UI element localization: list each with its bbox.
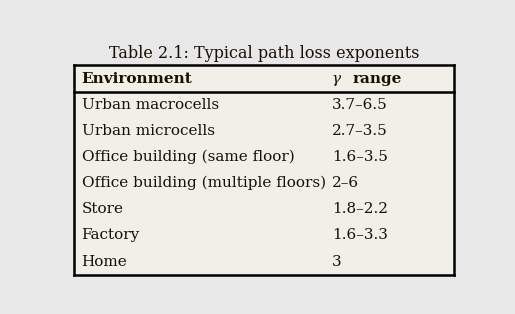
Text: Store: Store [81,202,124,216]
Text: Office building (multiple floors): Office building (multiple floors) [81,176,325,190]
Text: 1.8–2.2: 1.8–2.2 [332,202,388,216]
Text: Table 2.1: Typical path loss exponents: Table 2.1: Typical path loss exponents [109,45,419,62]
Bar [74,66,454,275]
Text: 2–6: 2–6 [332,176,359,190]
Text: Home: Home [81,255,127,268]
Text: 1.6–3.3: 1.6–3.3 [332,228,388,242]
Text: 1.6–3.5: 1.6–3.5 [332,150,388,164]
Text: 3.7–6.5: 3.7–6.5 [332,98,388,112]
Text: 3: 3 [332,255,341,268]
Text: range: range [353,72,402,85]
Text: Factory: Factory [81,228,140,242]
Text: Environment: Environment [81,72,192,85]
Text: Urban macrocells: Urban macrocells [81,98,219,112]
Text: Urban microcells: Urban microcells [81,124,215,138]
Text: Office building (same floor): Office building (same floor) [81,150,294,164]
Text: 2.7–3.5: 2.7–3.5 [332,124,388,138]
Text: γ: γ [332,72,341,85]
